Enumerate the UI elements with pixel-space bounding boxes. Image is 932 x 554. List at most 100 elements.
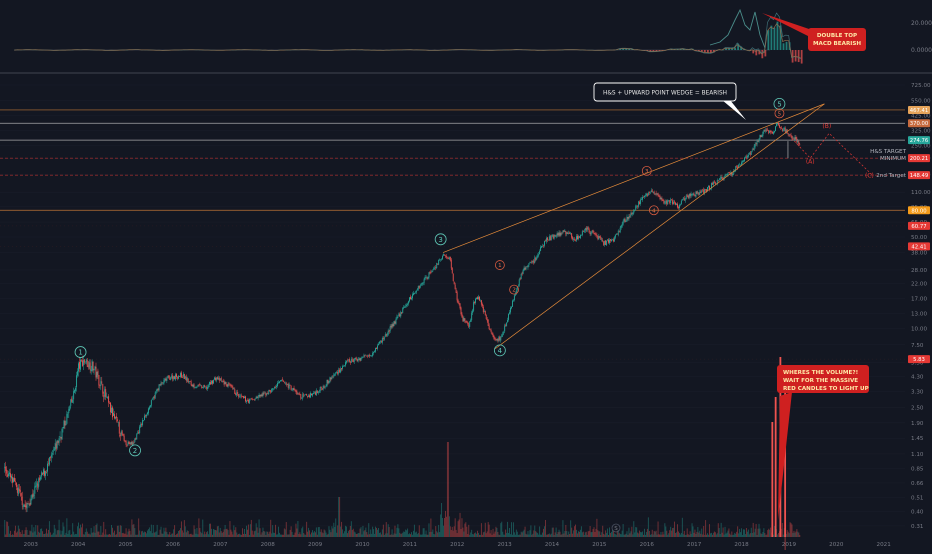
volume-bar — [655, 532, 656, 537]
volume-bar — [646, 532, 647, 537]
volume-bar — [401, 534, 402, 537]
candle-body — [312, 394, 313, 396]
volume-bar — [520, 535, 521, 537]
candle-body — [698, 193, 699, 195]
candle-body — [752, 150, 753, 151]
volume-bar — [338, 497, 339, 537]
volume-bar — [152, 533, 153, 537]
volume-bar — [425, 534, 426, 537]
volume-bar — [165, 528, 166, 537]
volume-bar — [430, 519, 431, 537]
candle-body — [660, 196, 661, 199]
volume-bar — [790, 522, 791, 537]
candle-body — [482, 304, 483, 306]
candle-body — [147, 413, 148, 415]
candle-body — [795, 137, 796, 139]
volume-bar — [440, 514, 441, 537]
candle-body — [475, 299, 476, 303]
candle-body — [96, 367, 97, 378]
volume-bar — [650, 535, 651, 537]
volume-bar — [441, 503, 442, 537]
price-tag-label: 274.76 — [910, 138, 929, 144]
volume-bar — [320, 532, 321, 537]
candle-body — [201, 386, 202, 388]
candle-body — [83, 360, 84, 365]
volume-bar — [540, 535, 541, 537]
volume-bar — [181, 521, 182, 537]
candle-body — [395, 322, 396, 324]
volume-bar — [106, 535, 107, 537]
candle-body — [339, 370, 340, 372]
volume-bar — [130, 531, 131, 537]
volume-bar — [528, 535, 529, 537]
candle-body — [595, 233, 596, 234]
candle-body — [36, 483, 37, 486]
candle-body — [535, 258, 536, 260]
candle-body — [301, 398, 302, 399]
candle-body — [207, 387, 208, 389]
volume-bar — [115, 535, 116, 537]
volume-bar — [442, 518, 443, 537]
candle-body — [541, 246, 542, 248]
y-tick-label: 110.00 — [911, 190, 931, 196]
candle-body — [85, 363, 86, 364]
candle-body — [400, 312, 401, 316]
volume-bar — [637, 533, 638, 537]
candle-body — [611, 240, 612, 242]
volume-bar — [349, 530, 350, 537]
volume-bar — [41, 528, 42, 537]
volume-bar — [52, 534, 53, 537]
volume-bar — [445, 511, 446, 537]
candle-body — [720, 178, 721, 180]
volume-bar — [46, 529, 47, 537]
volume-bar — [40, 529, 41, 537]
volume-bar — [310, 534, 311, 537]
volume-bar — [418, 533, 419, 537]
volume-bar — [470, 533, 471, 537]
volume-bar — [595, 529, 596, 537]
candle-body — [18, 488, 19, 495]
volume-bar — [770, 528, 771, 537]
volume-bar — [748, 530, 749, 537]
candle-body — [578, 236, 579, 239]
candle-body — [317, 391, 318, 393]
volume-bar — [231, 532, 232, 537]
volume-bar — [386, 522, 387, 537]
volume-bar — [417, 534, 418, 537]
candle-body — [52, 453, 53, 455]
volume-bar — [550, 535, 551, 537]
candle-body — [247, 400, 248, 401]
candle-body — [794, 137, 795, 140]
volume-bar — [233, 525, 234, 537]
candle-body — [169, 377, 170, 380]
volume-bar — [393, 535, 394, 537]
volume-bar — [663, 534, 664, 537]
volume-bar — [19, 529, 20, 537]
candle-body — [695, 192, 696, 197]
volume-bar — [177, 533, 178, 537]
volume-bar — [189, 534, 190, 537]
volume-bar — [18, 526, 19, 537]
candle-body — [556, 236, 557, 237]
volume-bar — [727, 533, 728, 537]
volume-bar — [446, 517, 447, 537]
volume-bar — [431, 532, 432, 537]
candle-body — [626, 221, 627, 222]
candle-body — [504, 326, 505, 332]
volume-bar — [33, 527, 34, 537]
volume-bar — [217, 526, 218, 537]
volume-bar — [94, 526, 95, 537]
y-tick-label: 22.00 — [911, 282, 927, 288]
candle-body — [357, 359, 358, 361]
candle-body — [157, 389, 158, 392]
candle-body — [462, 314, 463, 318]
volume-bar — [22, 530, 23, 537]
x-tick-label: 2006 — [166, 542, 181, 548]
volume-bar — [501, 522, 502, 537]
candle-body — [319, 391, 320, 393]
volume-bar — [428, 535, 429, 537]
candle-body — [306, 394, 307, 395]
volume-bar — [24, 534, 25, 537]
candle-body — [509, 312, 510, 314]
